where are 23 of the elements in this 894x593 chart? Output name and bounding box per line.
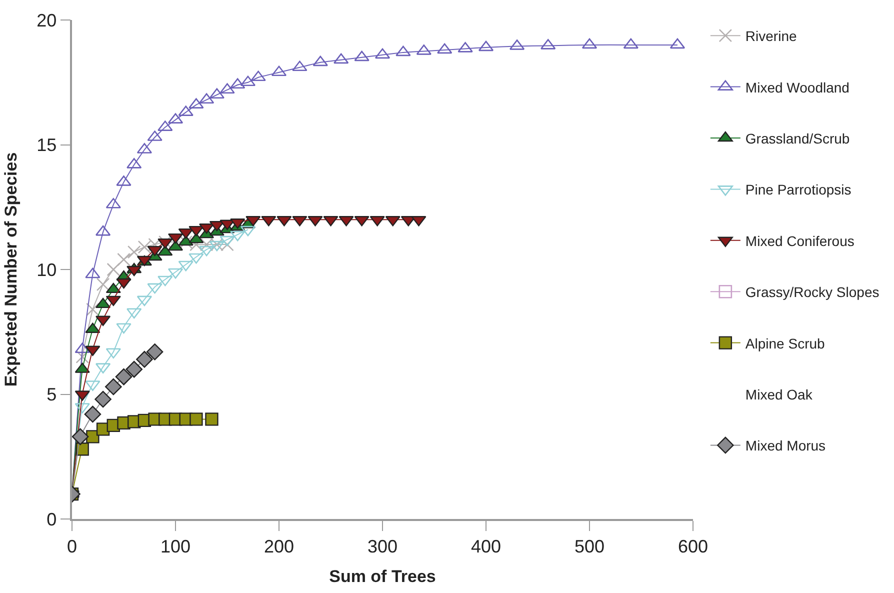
x-tick-label: 400 xyxy=(470,536,502,556)
legend-label: Pine Parrotiopsis xyxy=(745,182,852,198)
text: Mixed Oak xyxy=(745,386,814,402)
legend-label: Grassland/Scrub xyxy=(745,130,850,146)
x-tick-label: 500 xyxy=(574,536,605,556)
y-tick-label: 5 xyxy=(46,384,57,405)
y-tick-label: 20 xyxy=(36,10,57,30)
y-tick-label: 10 xyxy=(36,260,57,280)
legend-label: Riverine xyxy=(745,28,797,44)
legend-label: Mixed Coniferous xyxy=(745,232,854,249)
y-tick-label: 15 xyxy=(36,135,57,156)
legend-label: Alpine Scrub xyxy=(745,335,826,352)
y-tick-label: 0 xyxy=(46,509,57,530)
x-tick-label: 300 xyxy=(367,536,398,556)
legend-label: Mixed Morus xyxy=(745,438,826,454)
x-axis-title: Sum of Trees xyxy=(329,567,436,586)
x-tick-label: 200 xyxy=(264,536,294,556)
y-axis-title: Expected Number of Species xyxy=(2,152,21,387)
x-tick-label: 100 xyxy=(160,536,191,556)
legend-label: Grassy/Rocky Slopes xyxy=(745,284,880,300)
x-tick-label: 0 xyxy=(66,536,78,556)
legend-label: Mixed Woodland xyxy=(745,79,850,96)
x-tick-label: 600 xyxy=(678,536,708,556)
